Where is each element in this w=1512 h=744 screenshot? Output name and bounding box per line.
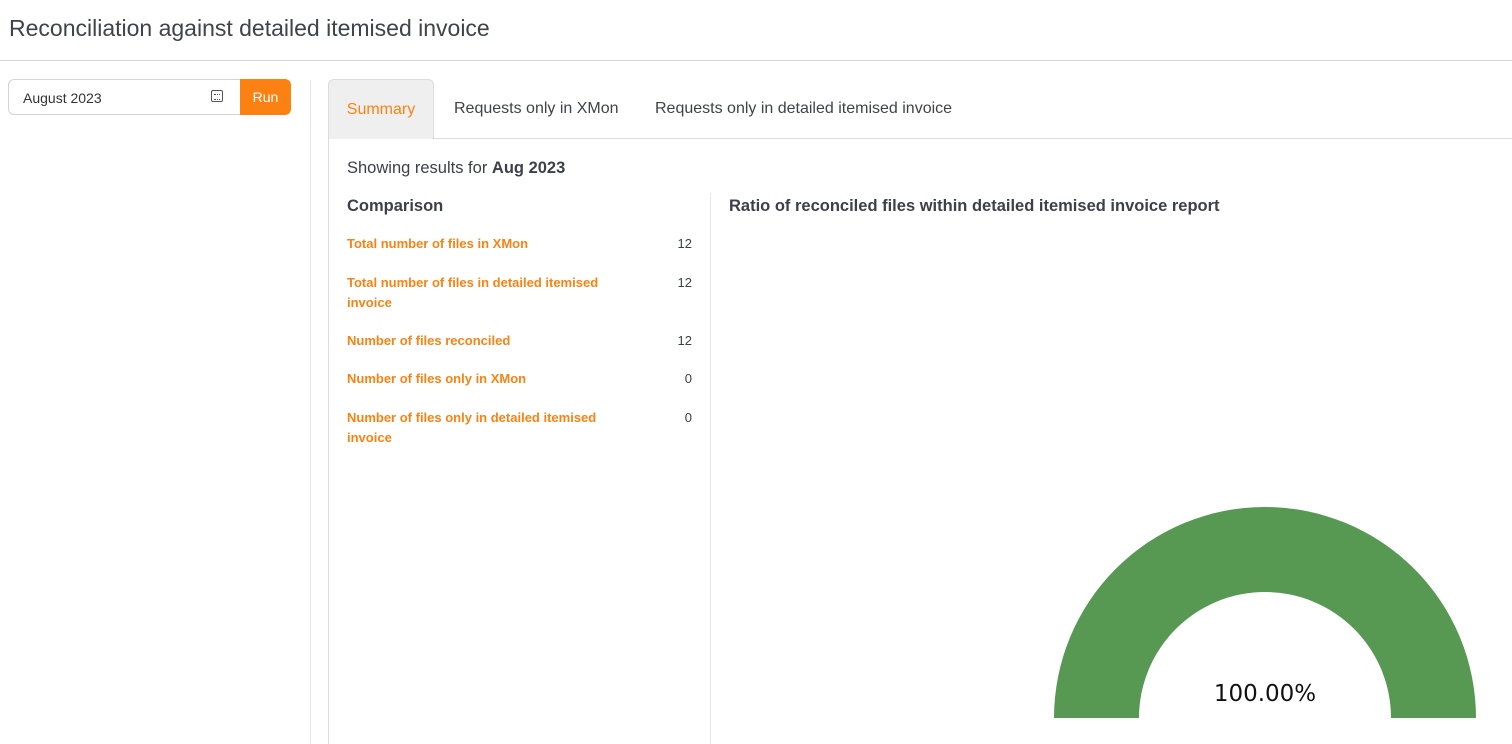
row-label: Total number of files in XMon — [347, 236, 529, 251]
calendar-icon[interactable] — [211, 90, 223, 102]
comparison-row: Number of files only in detailed itemise… — [347, 408, 692, 448]
comparison-row: Total number of files in detailed itemis… — [347, 273, 692, 313]
gauge-arc — [1054, 507, 1476, 718]
row-value: 12 — [677, 275, 692, 290]
divider — [710, 193, 711, 744]
row-value: 12 — [677, 236, 692, 251]
run-button[interactable]: Run — [240, 79, 291, 115]
row-label: Total number of files in detailed itemis… — [347, 275, 599, 310]
tab-requests-only-in-invoice[interactable]: Requests only in detailed itemised invoi… — [655, 100, 953, 117]
divider — [0, 60, 1512, 61]
row-label: Number of files only in XMon — [347, 371, 527, 386]
comparison-row: Total number of files in XMon 12 — [347, 234, 692, 254]
divider — [310, 80, 311, 744]
summary-panel — [328, 138, 1512, 744]
gauge-heading: Ratio of reconciled files within detaile… — [729, 197, 1220, 215]
comparison-heading: Comparison — [347, 197, 444, 215]
row-value: 0 — [684, 371, 692, 386]
month-picker-input[interactable]: August 2023 — [8, 79, 242, 115]
row-label: Number of files only in detailed itemise… — [347, 410, 597, 445]
gauge-value-label: 100.00% — [1214, 681, 1316, 707]
period: Aug 2023 — [491, 159, 566, 177]
row-value: 0 — [684, 410, 692, 425]
row-label: Number of files reconciled — [347, 333, 511, 348]
row-value: 12 — [677, 333, 692, 348]
comparison-row: Number of files only in XMon 0 — [347, 369, 692, 389]
page-title: Reconciliation against detailed itemised… — [9, 15, 490, 41]
tab-summary[interactable]: Summary — [328, 79, 434, 139]
tab-requests-only-in-xmon[interactable]: Requests only in XMon — [454, 100, 619, 117]
comparison-row: Number of files reconciled 12 — [347, 331, 692, 351]
showing-prefix: Showing results for — [347, 159, 488, 177]
showing-results-text: Showing results for Aug 2023 — [347, 159, 565, 178]
